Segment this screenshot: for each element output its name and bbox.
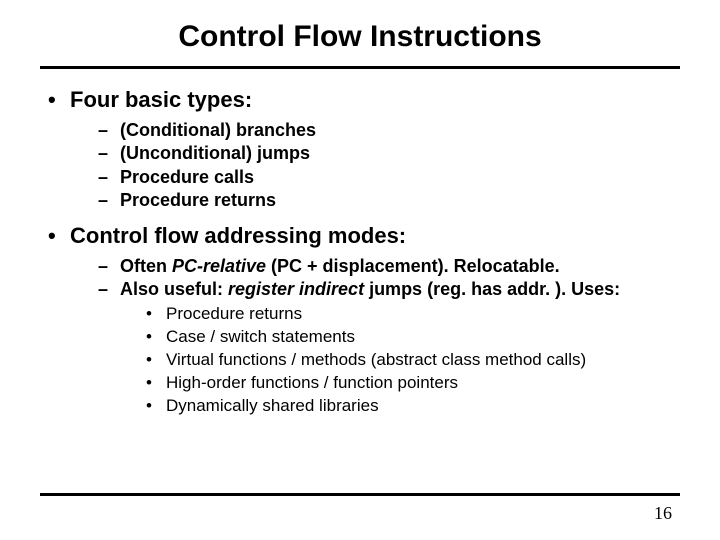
list-item: Virtual functions / methods (abstract cl… — [146, 349, 680, 372]
list-item: Control flow addressing modes: Often PC-… — [48, 223, 680, 418]
list-item: Dynamically shared libraries — [146, 395, 680, 418]
text: (PC + displacement). Relocatable. — [266, 256, 560, 276]
bullet-list-level1: Four basic types: (Conditional) branches… — [40, 87, 680, 418]
list-item-label: (Conditional) branches — [120, 120, 316, 140]
bullet-list-level3: Procedure returns Case / switch statemen… — [120, 303, 680, 418]
list-item-label: Case / switch statements — [166, 327, 355, 346]
bullet-list-level2: (Conditional) branches (Unconditional) j… — [70, 119, 680, 213]
list-item-label: Dynamically shared libraries — [166, 396, 379, 415]
slide: Control Flow Instructions Four basic typ… — [0, 0, 720, 418]
list-item-label: Procedure calls — [120, 167, 254, 187]
text: jumps (reg. has addr. ). Uses: — [364, 279, 620, 299]
list-item: Procedure returns — [146, 303, 680, 326]
emphasis: PC-relative — [172, 256, 266, 276]
text: Also useful: — [120, 279, 228, 299]
list-item: (Conditional) branches — [98, 119, 680, 142]
list-item-label: Procedure returns — [166, 304, 302, 323]
list-item: (Unconditional) jumps — [98, 142, 680, 165]
list-item-label: Control flow addressing modes: — [70, 223, 406, 248]
title-divider — [40, 66, 680, 69]
text: Often — [120, 256, 172, 276]
list-item-label: Virtual functions / methods (abstract cl… — [166, 350, 586, 369]
list-item-label: Four basic types: — [70, 87, 252, 112]
footer-divider — [40, 493, 680, 496]
bullet-list-level2: Often PC-relative (PC + displacement). R… — [70, 255, 680, 418]
list-item-label: (Unconditional) jumps — [120, 143, 310, 163]
list-item: Also useful: register indirect jumps (re… — [98, 278, 680, 418]
list-item: Procedure returns — [98, 189, 680, 212]
list-item-label: Procedure returns — [120, 190, 276, 210]
list-item: High-order functions / function pointers — [146, 372, 680, 395]
list-item: Case / switch statements — [146, 326, 680, 349]
list-item: Often PC-relative (PC + displacement). R… — [98, 255, 680, 278]
page-number: 16 — [654, 503, 672, 524]
list-item-label: High-order functions / function pointers — [166, 373, 458, 392]
slide-title: Control Flow Instructions — [40, 20, 680, 54]
emphasis: register indirect — [228, 279, 364, 299]
list-item: Four basic types: (Conditional) branches… — [48, 87, 680, 213]
list-item: Procedure calls — [98, 166, 680, 189]
